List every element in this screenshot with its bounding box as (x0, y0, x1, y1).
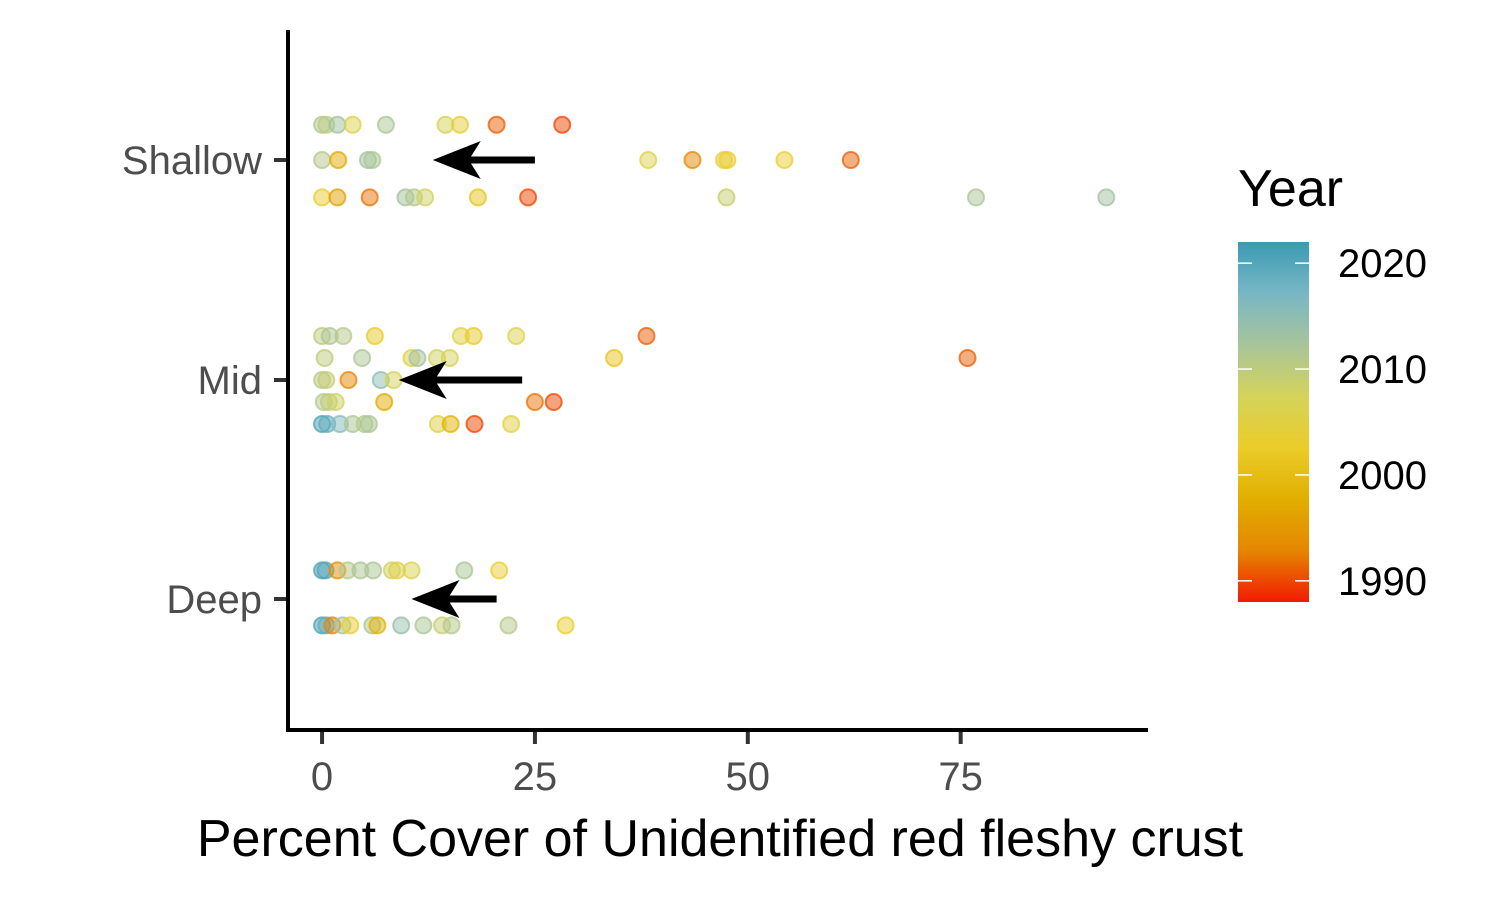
data-point (341, 616, 360, 635)
data-point (408, 349, 427, 367)
data-point (334, 327, 353, 345)
arrow-head (411, 580, 460, 618)
data-point (353, 349, 372, 367)
data-point (360, 188, 379, 207)
legend-title: Year (1238, 160, 1343, 218)
data-point (1097, 188, 1116, 207)
data-point (490, 561, 509, 580)
data-point (376, 115, 395, 134)
data-point (363, 151, 382, 169)
data-point (556, 616, 575, 635)
x-tick-label: 75 (938, 755, 983, 799)
data-point (468, 188, 487, 207)
data-point (329, 151, 348, 169)
data-point (365, 327, 384, 345)
data-point (328, 188, 347, 207)
data-point (487, 115, 506, 134)
axes-layer (286, 30, 1148, 732)
x-tick-label: 50 (726, 755, 771, 799)
data-point (507, 327, 526, 345)
data-point (455, 561, 474, 580)
data-point (317, 371, 336, 389)
data-point (967, 188, 985, 207)
data-point (683, 151, 702, 169)
data-point (416, 188, 435, 207)
data-point (718, 151, 737, 169)
data-point (392, 616, 411, 635)
data-point (502, 415, 521, 433)
y-tick-label: Shallow (122, 139, 262, 183)
data-point (639, 151, 658, 169)
data-point (313, 151, 332, 169)
data-point (343, 115, 362, 134)
data-point (605, 349, 624, 367)
data-point (958, 349, 977, 367)
data-point (368, 616, 387, 635)
y-ticks: Shallow Mid Deep (122, 139, 286, 622)
data-point (717, 188, 736, 207)
arrow-head (432, 141, 481, 179)
data-point (326, 393, 345, 411)
data-point (499, 616, 518, 635)
data-point (841, 151, 860, 169)
data-point (441, 415, 460, 433)
data-point (339, 371, 358, 389)
data-point (375, 393, 394, 411)
data-point (519, 188, 538, 207)
data-point (402, 561, 421, 580)
arrows-layer (398, 141, 535, 618)
data-point (313, 188, 332, 207)
legend-tick-label: 2020 (1338, 242, 1427, 286)
data-point (553, 115, 572, 134)
legend-tick-label: 1990 (1338, 560, 1427, 604)
arrow-head (398, 361, 447, 399)
data-point (364, 561, 383, 580)
data-point (315, 349, 334, 367)
data-point (465, 415, 484, 433)
y-tick-label: Deep (166, 578, 262, 622)
legend-tick-label: 2010 (1338, 348, 1427, 392)
data-point (544, 393, 563, 411)
y-tick-label: Mid (198, 359, 262, 403)
data-point (451, 115, 469, 134)
data-point (637, 327, 656, 345)
data-point (328, 115, 347, 134)
data-point (775, 151, 794, 169)
color-legend: Year 2020 2010 2000 1990 (1238, 160, 1427, 604)
data-point (464, 327, 483, 345)
legend-tick-label: 2000 (1338, 454, 1427, 498)
data-point (525, 393, 544, 411)
data-point (414, 616, 433, 635)
x-tick-label: 25 (513, 755, 558, 799)
legend-ticks: 2020 2010 2000 1990 (1238, 242, 1427, 604)
x-axis-title: Percent Cover of Unidentified red fleshy… (197, 810, 1244, 868)
data-point (442, 616, 461, 635)
points-layer (313, 115, 1116, 635)
data-point (359, 415, 378, 433)
x-tick-label: 0 (311, 755, 333, 799)
legend-colorbar (1238, 242, 1309, 602)
x-ticks: 0 25 50 75 (311, 732, 983, 799)
